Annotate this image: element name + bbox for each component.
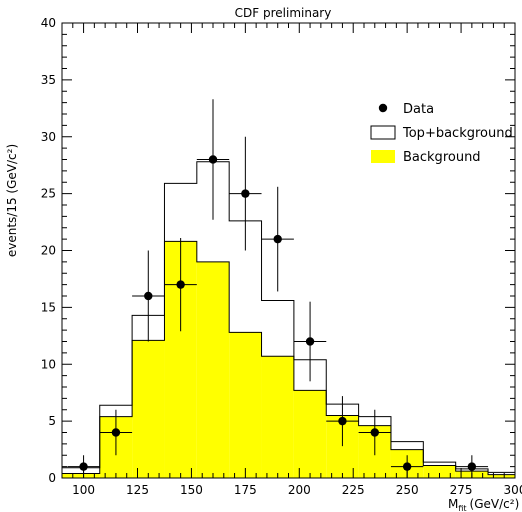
- data-marker: [79, 462, 88, 471]
- y-tick-label: 15: [41, 300, 56, 314]
- background-histogram: [61, 240, 516, 478]
- data-point: [99, 409, 133, 456]
- data-marker: [208, 155, 218, 164]
- data-point: [132, 250, 165, 342]
- x-tick-label: 150: [180, 483, 203, 497]
- background-bar: [293, 390, 327, 478]
- data-marker: [144, 291, 153, 301]
- top-plus-background-histogram: [61, 161, 516, 478]
- x-tick-label: 200: [288, 483, 311, 497]
- data-point: [229, 136, 262, 251]
- data-point: [390, 455, 424, 478]
- y-tick-label: 10: [41, 357, 56, 371]
- y-tick-label: 30: [41, 130, 56, 144]
- axis-ticks: 0 5 10 15 20 25 30 35 40 100 125 150 175 200 225 250 275…: [41, 16, 522, 497]
- x-tick-label: 225: [342, 483, 365, 497]
- legend-box-background: [371, 150, 395, 163]
- x-tick-label: 250: [396, 483, 419, 497]
- y-tick-label: 20: [41, 244, 56, 258]
- data-marker: [338, 416, 347, 426]
- data-point: [293, 301, 327, 382]
- data-point: [164, 237, 197, 332]
- data-marker: [402, 462, 412, 471]
- y-tick-label: 0: [48, 471, 56, 485]
- x-tick-label: 275: [450, 483, 473, 497]
- background-bar: [488, 474, 515, 478]
- y-tick-label: 35: [41, 73, 56, 87]
- y-tick-label: 40: [41, 16, 56, 30]
- legend-label: Top+background: [402, 126, 513, 141]
- data-marker: [241, 189, 250, 198]
- legend-marker-data: [378, 103, 388, 113]
- background-bar: [423, 465, 456, 478]
- y-tick-label: 5: [48, 414, 56, 428]
- data-marker: [273, 234, 282, 244]
- data-points: [67, 99, 489, 478]
- top-plus-background-outline: [61, 161, 516, 478]
- x-tick-label: 100: [72, 483, 95, 497]
- data-marker: [111, 428, 121, 437]
- chart-title: CDF preliminary: [235, 6, 332, 20]
- legend: Data Top+background Background: [370, 102, 513, 165]
- x-axis-label: Mfit (GeV/c²): [448, 497, 519, 512]
- x-axis-label-text: Mfit (GeV/c²): [448, 497, 519, 512]
- data-marker: [176, 280, 185, 289]
- background-bar: [196, 261, 230, 478]
- x-tick-label: 175: [234, 483, 257, 497]
- data-marker: [467, 462, 477, 471]
- legend-label: Data: [403, 102, 434, 117]
- data-point: [326, 396, 359, 447]
- background-bar: [229, 332, 262, 478]
- data-point: [358, 409, 391, 456]
- x-tick-label: 125: [126, 483, 149, 497]
- data-marker: [370, 428, 379, 437]
- x-tick-label: 300: [504, 483, 522, 497]
- legend-label: Background: [403, 150, 481, 165]
- data-marker: [305, 337, 315, 346]
- background-bar: [132, 340, 165, 478]
- y-axis-label: events/15 (GeV/c²): [5, 144, 19, 257]
- legend-box-top-background: [370, 125, 396, 140]
- data-point: [261, 186, 294, 292]
- y-tick-label: 25: [41, 187, 56, 201]
- background-bar: [62, 473, 100, 478]
- data-point: [196, 99, 230, 220]
- background-bar: [261, 356, 294, 478]
